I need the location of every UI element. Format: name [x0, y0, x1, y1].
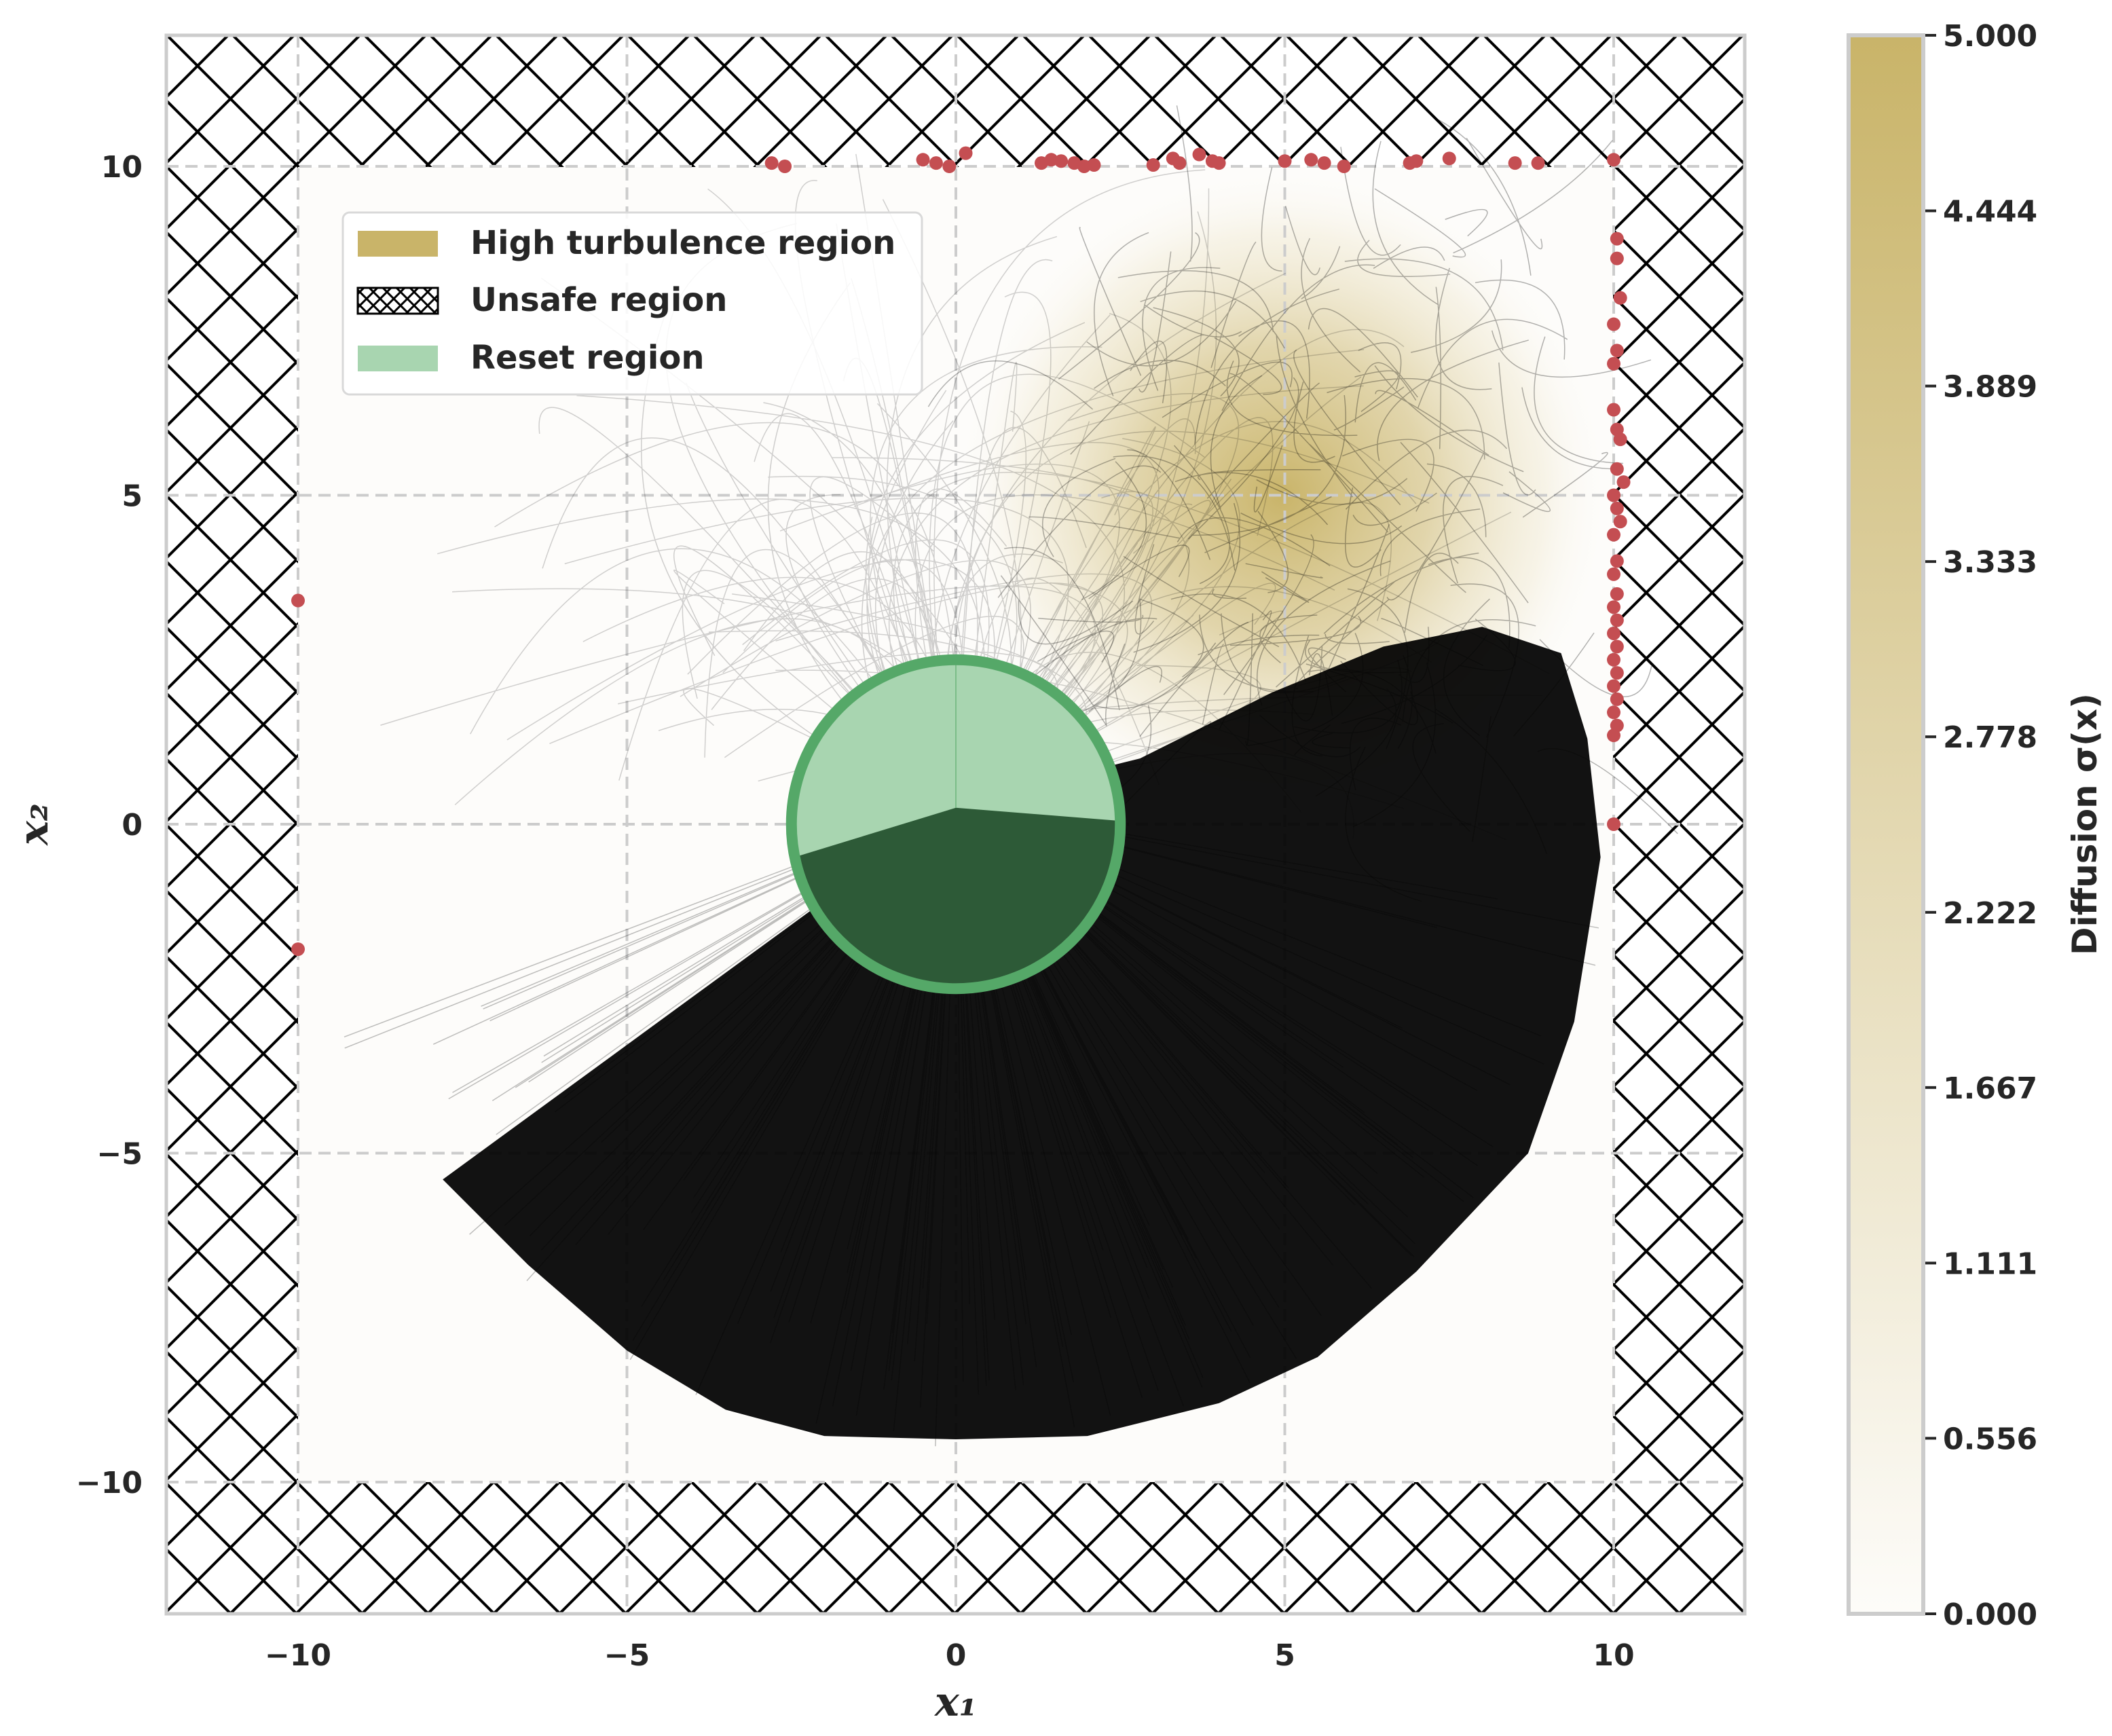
exit-point [1044, 153, 1058, 167]
exit-point [1607, 626, 1620, 640]
y-tick-label: −10 [76, 1466, 143, 1500]
legend-label-unsafe: Unsafe region [470, 281, 727, 319]
exit-point [1607, 652, 1620, 667]
exit-point [1610, 251, 1624, 265]
x-tick-label: −10 [265, 1638, 331, 1673]
legend-swatch-reset [358, 346, 438, 371]
exit-point [1607, 153, 1620, 167]
colorbar: 0.000 0.556 1.111 1.667 2.222 2.778 3.333 3.889… [1847, 19, 2105, 1632]
y-tick-label: −5 [97, 1137, 143, 1172]
trajectory-fan-edges [344, 804, 1599, 1447]
exit-point [1607, 705, 1620, 720]
exit-point [1616, 475, 1631, 490]
colorbar-tick-label: 0.000 [1943, 1598, 2037, 1632]
colorbar-label: Diffusion σ(x) [2065, 693, 2105, 955]
exit-point [1613, 432, 1627, 447]
exit-point [1212, 156, 1226, 170]
trajectories [344, 105, 1678, 1447]
exit-point [1610, 587, 1624, 601]
legend-swatch-turbulence [358, 231, 438, 257]
y-tick-labels: −10 −5 0 5 10 [76, 150, 143, 1500]
exit-point [1610, 613, 1624, 627]
colorbar-tick-label: 1.667 [1943, 1071, 2037, 1106]
exit-point [959, 146, 973, 160]
colorbar-tick-label: 5.000 [1943, 19, 2037, 54]
exit-point [1607, 403, 1620, 417]
trajectory-dense-region [443, 627, 1601, 1440]
x-tick-label: −5 [604, 1638, 650, 1673]
legend-label-reset: Reset region [470, 339, 704, 377]
colorbar-tick-label: 2.778 [1943, 720, 2037, 755]
colorbar-gradient [1847, 33, 1925, 1616]
legend: High turbulence region Unsafe region Res… [341, 211, 923, 396]
x-tick-labels: −10 −5 0 5 10 [265, 1638, 1635, 1673]
exit-point [1409, 154, 1424, 168]
exit-point [764, 156, 779, 170]
exit-point [1337, 160, 1351, 173]
exit-point [1607, 817, 1620, 831]
x-axis-label: x₁ [933, 1678, 977, 1726]
exit-point [1508, 156, 1522, 170]
legend-swatch-unsafe [356, 287, 439, 315]
legend-box [341, 211, 923, 396]
exit-point [1442, 151, 1456, 166]
legend-label-turbulence: High turbulence region [470, 224, 895, 262]
exit-point [1607, 679, 1620, 693]
exit-point [1607, 528, 1620, 542]
exit-point [1607, 317, 1620, 331]
exit-point [1607, 488, 1620, 502]
exit-point [1607, 567, 1620, 581]
exit-point [1077, 160, 1091, 173]
exit-point [1610, 640, 1624, 654]
exit-point [1146, 158, 1160, 172]
exit-point [778, 160, 792, 173]
exit-point [1610, 462, 1624, 476]
exit-point [1610, 692, 1624, 706]
exit-point [1610, 344, 1624, 358]
exit-point [1610, 554, 1624, 568]
colorbar-tick-label: 4.444 [1943, 195, 2037, 229]
colorbar-tick-label: 3.333 [1943, 545, 2037, 580]
exit-point [1607, 728, 1620, 743]
exit-point [1087, 158, 1101, 172]
exit-point [1613, 291, 1627, 305]
exit-point [1304, 153, 1318, 167]
reset-region-boundary [785, 654, 1126, 995]
y-tick-label: 0 [122, 808, 143, 843]
reset-region-trajectory-overlay [794, 807, 1121, 989]
exit-point [1054, 154, 1069, 168]
exit-point [1278, 154, 1292, 168]
x-tick-label: 10 [1593, 1638, 1634, 1673]
colorbar-tick-label: 2.222 [1943, 896, 2037, 931]
exit-point [1610, 501, 1624, 515]
exit-point [1613, 515, 1627, 529]
exit-point [942, 160, 957, 173]
colorbar-tick-labels: 0.000 0.556 1.111 1.667 2.222 2.778 3.333 3.889… [1925, 19, 2037, 1632]
exit-point [1531, 156, 1545, 170]
y-axis-label: x₂ [10, 803, 58, 847]
exit-point [1192, 147, 1206, 162]
plot-frame [164, 33, 1747, 1616]
y-tick-label: 10 [101, 150, 143, 185]
exit-point [916, 153, 930, 167]
exit-point [291, 942, 305, 957]
x-tick-label: 0 [946, 1638, 967, 1673]
colorbar-tick-label: 1.111 [1943, 1246, 2037, 1281]
exit-point [1172, 156, 1187, 170]
exit-point [1610, 666, 1624, 680]
exit-point [291, 593, 305, 608]
exit-point [1610, 232, 1624, 246]
colorbar-tick-label: 0.556 [1943, 1422, 2037, 1456]
exit-point [1607, 356, 1620, 371]
exit-point [1607, 600, 1620, 614]
reset-region-group [785, 654, 1126, 995]
colorbar-tick-label: 3.889 [1943, 370, 2037, 405]
x-tick-label: 5 [1274, 1638, 1295, 1673]
exit-points [291, 146, 1631, 957]
y-tick-label: 5 [122, 479, 143, 514]
exit-point [929, 156, 943, 170]
exit-point [1317, 156, 1331, 170]
